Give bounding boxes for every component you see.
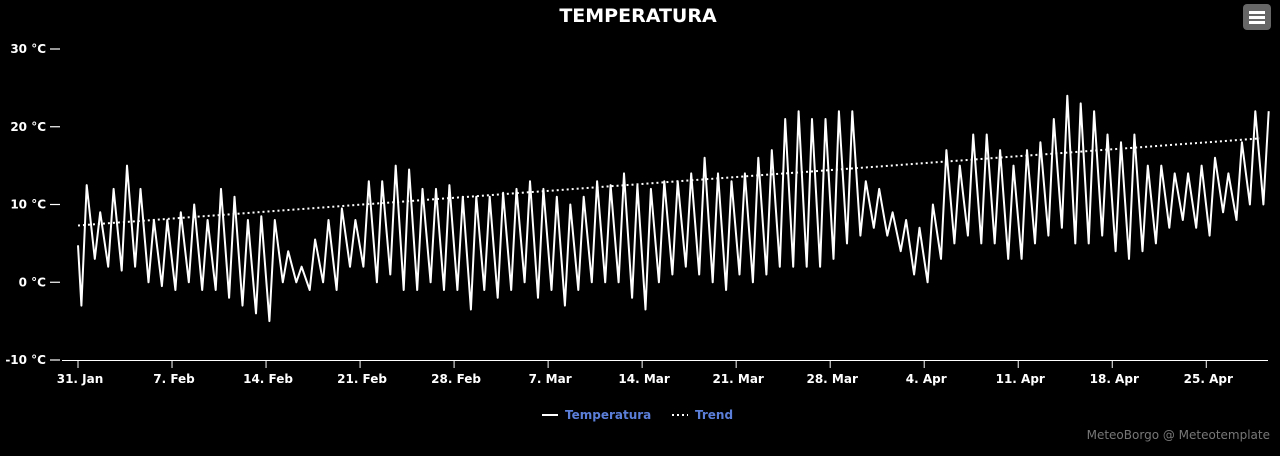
- x-tick-label: 4. Apr: [906, 372, 947, 386]
- menu-icon: [1249, 11, 1265, 14]
- chart-title: TEMPERATURA: [559, 5, 717, 27]
- y-tick-label: 0 °C: [19, 275, 47, 289]
- y-tick-label: 10 °C: [10, 198, 46, 212]
- x-tick-label: 21. Feb: [337, 372, 387, 386]
- x-tick-label: 28. Feb: [431, 372, 481, 386]
- x-tick-label: 31. Jan: [57, 372, 104, 386]
- legend-item-label[interactable]: Temperatura: [565, 408, 651, 422]
- x-tick-label: 14. Mar: [618, 372, 669, 386]
- series-line-temperatura: [77, 94, 1270, 323]
- y-tick-label: -10 °C: [5, 353, 46, 367]
- x-tick-label: 21. Mar: [712, 372, 763, 386]
- x-tick-label: 11. Apr: [996, 372, 1045, 386]
- x-tick-label: 7. Feb: [153, 372, 195, 386]
- x-tick-label: 28. Mar: [806, 372, 857, 386]
- menu-icon-bar: [1249, 16, 1265, 19]
- plot-area: [77, 94, 1270, 323]
- y-axis: 30 °C 20 °C 10 °C 0 °C -10 °C: [5, 42, 60, 367]
- x-tick-label: 18. Apr: [1090, 372, 1139, 386]
- menu-icon-bar: [1249, 21, 1265, 24]
- x-axis: 31. Jan 7. Feb 14. Feb 21. Feb 28. Feb 7. Mar…: [57, 360, 1268, 386]
- y-tick-label: 20 °C: [10, 120, 46, 134]
- legend-item-label[interactable]: Trend: [695, 408, 733, 422]
- legend[interactable]: Temperatura Trend: [542, 408, 733, 422]
- chart-credit[interactable]: MeteoBorgo @ Meteotemplate: [1086, 428, 1270, 442]
- y-tick-label: 30 °C: [10, 42, 46, 56]
- x-tick-label: 7. Mar: [529, 372, 572, 386]
- x-tick-label: 25. Apr: [1184, 372, 1233, 386]
- x-tick-label: 14. Feb: [243, 372, 293, 386]
- chart-menu-button[interactable]: [1243, 4, 1271, 30]
